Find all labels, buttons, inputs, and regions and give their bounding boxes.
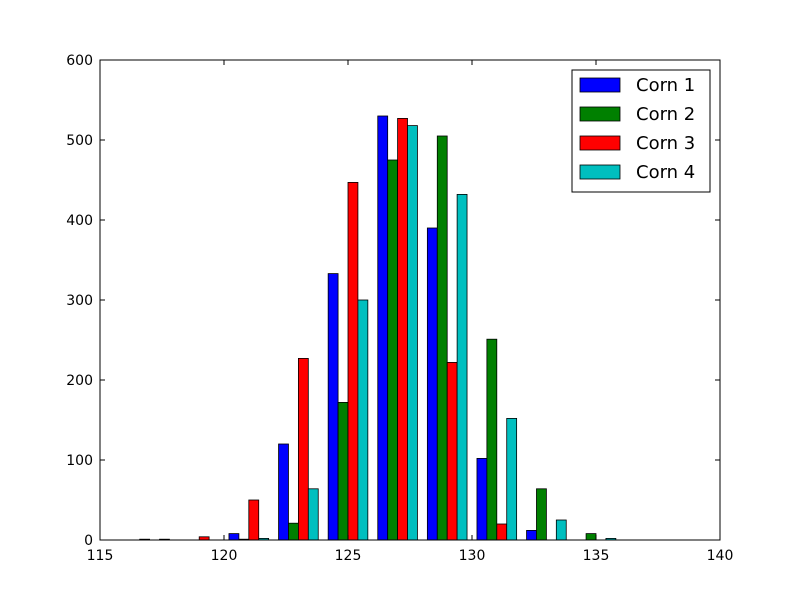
bar-corn-4-bin-8 [555, 519, 567, 541]
legend-swatch [579, 77, 621, 93]
legend-swatch [579, 135, 621, 151]
bar-corn-3-bin-2 [248, 499, 260, 541]
y-tick-label: 400 [66, 213, 93, 229]
bar-corn-2-bin-4 [337, 401, 349, 541]
bar-corn-3-bin-4 [347, 181, 359, 541]
bar-corn-1-bin-8 [526, 530, 537, 541]
legend-label: Corn 3 [636, 133, 695, 154]
bar-corn-4-bin-7 [506, 417, 518, 541]
y-tick-label: 200 [66, 373, 93, 389]
y-tick-label: 600 [66, 53, 93, 69]
x-tick-label: 130 [459, 548, 486, 564]
bar-corn-1-bin-5 [377, 115, 389, 541]
bar-corn-2-bin-8 [536, 488, 547, 541]
bar-corn-4-bin-3 [307, 488, 319, 541]
legend-label: Corn 1 [636, 75, 695, 96]
bar-corn-1-bin-6 [426, 227, 438, 541]
legend-label: Corn 4 [636, 162, 695, 183]
bar-corn-3-bin-5 [397, 118, 408, 541]
x-tick-label: 135 [583, 548, 610, 564]
bar-corn-4-bin-4 [357, 299, 369, 541]
x-tick-label: 120 [211, 548, 238, 564]
bar-corn-2-bin-5 [387, 159, 398, 541]
x-tick-label: 125 [335, 548, 362, 564]
bar-corn-1-bin-2 [228, 533, 240, 541]
y-tick-label: 100 [66, 453, 93, 469]
bar-corn-4-bin-6 [456, 193, 468, 541]
bar-corn-3-bin-3 [297, 357, 309, 541]
bar-corn-1-bin-4 [327, 273, 339, 541]
bar-corn-2-bin-6 [436, 135, 448, 541]
bar-corn-1-bin-3 [278, 443, 289, 541]
bar-corn-4-bin-5 [407, 125, 418, 541]
y-axis: 0 100 200 300 400 500 600 [66, 53, 720, 549]
bar-corn-2-bin-9 [585, 533, 597, 541]
bars-layer [139, 115, 617, 541]
x-tick-label: 115 [87, 548, 114, 564]
legend-label: Corn 2 [636, 104, 695, 125]
legend-swatch [579, 106, 621, 122]
bar-corn-3-bin-6 [446, 361, 458, 541]
bar-corn-1-bin-7 [476, 457, 488, 541]
x-tick-label: 140 [707, 548, 734, 564]
y-tick-label: 500 [66, 133, 93, 149]
bar-corn-2-bin-3 [288, 522, 299, 541]
legend: Corn 1 Corn 2 Corn 3 Corn 4 [571, 69, 711, 193]
legend-swatch [579, 164, 621, 180]
y-tick-label: 0 [84, 533, 93, 549]
y-tick-label: 300 [66, 293, 93, 309]
bar-corn-3-bin-7 [496, 523, 508, 541]
bar-corn-2-bin-7 [486, 338, 498, 541]
x-axis: 115 120 125 130 135 140 [87, 60, 734, 564]
